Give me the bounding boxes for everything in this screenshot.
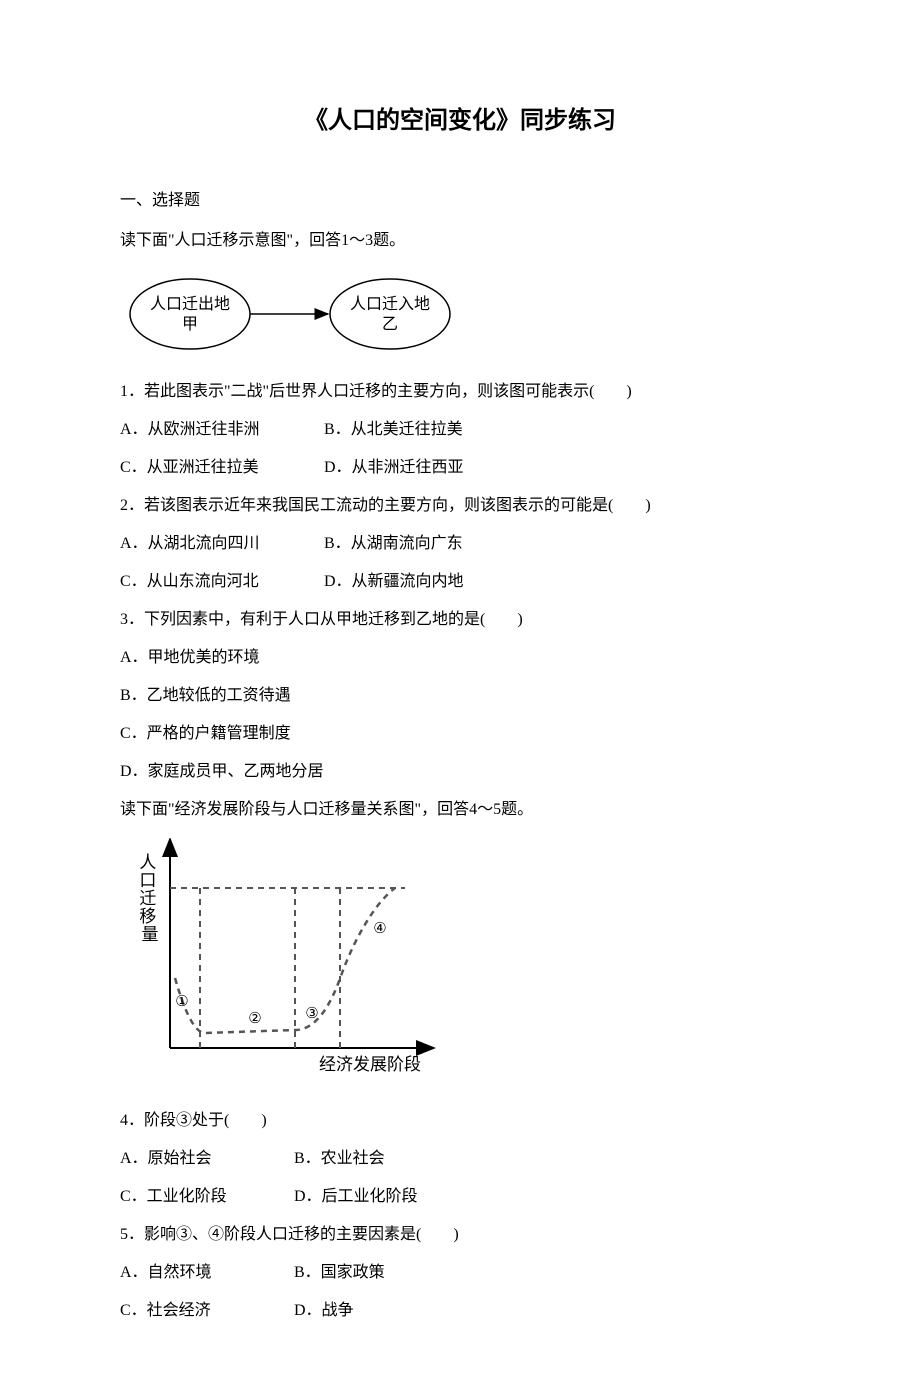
ellipse-left — [130, 279, 250, 349]
q1-option-c: C．从亚洲迁往拉美 — [120, 452, 320, 484]
q2-option-a: A．从湖北流向四川 — [120, 528, 320, 560]
q2-row1: A．从湖北流向四川 B．从湖南流向广东 — [120, 528, 800, 560]
q2-row2: C．从山东流向河北 D．从新疆流向内地 — [120, 566, 800, 598]
migration-diagram: 人口迁出地 甲 人口迁入地 乙 — [120, 269, 800, 364]
q1-row2: C．从亚洲迁往拉美 D．从非洲迁往西亚 — [120, 452, 800, 484]
q4-option-d: D．后工业化阶段 — [294, 1181, 494, 1213]
ellipse-right — [330, 279, 450, 349]
page-title: 《人口的空间变化》同步练习 — [120, 100, 800, 135]
q2-option-c: C．从山东流向河北 — [120, 566, 320, 598]
q1-option-b: B．从北美迁往拉美 — [324, 414, 524, 446]
q4-row1: A．原始社会 B．农业社会 — [120, 1143, 800, 1175]
q3-stem: 3．下列因素中，有利于人口从甲地迁移到乙地的是( ) — [120, 604, 800, 636]
x-axis-label: 经济发展阶段 — [319, 1055, 421, 1074]
q5-option-b: B．国家政策 — [294, 1257, 494, 1289]
ellipse-right-label2: 乙 — [382, 316, 398, 333]
document-page: 《人口的空间变化》同步练习 一、选择题 读下面"人口迁移示意图"，回答1～3题。… — [0, 0, 920, 1393]
q2-stem: 2．若该图表示近年来我国民工流动的主要方向，则该图表示的可能是( ) — [120, 490, 800, 522]
section-heading: 一、选择题 — [120, 185, 800, 217]
stage-label-1: ① — [175, 994, 188, 1010]
q4-row2: C．工业化阶段 D．后工业化阶段 — [120, 1181, 800, 1213]
q2-option-d: D．从新疆流向内地 — [324, 566, 524, 598]
q1-stem: 1．若此图表示"二战"后世界人口迁移的主要方向，则该图可能表示( ) — [120, 376, 800, 408]
q4-option-b: B．农业社会 — [294, 1143, 494, 1175]
migration-curve — [175, 888, 395, 1033]
q4-option-c: C．工业化阶段 — [120, 1181, 290, 1213]
q3-option-b: B．乙地较低的工资待遇 — [120, 680, 800, 712]
ellipse-left-label1: 人口迁出地 — [150, 295, 230, 313]
q3-option-a: A．甲地优美的环境 — [120, 642, 800, 674]
q1-option-d: D．从非洲迁往西亚 — [324, 452, 524, 484]
q4-option-a: A．原始社会 — [120, 1143, 290, 1175]
intro-text-1: 读下面"人口迁移示意图"，回答1～3题。 — [120, 225, 800, 257]
ellipse-right-label1: 人口迁入地 — [350, 295, 430, 313]
ellipse-left-label2: 甲 — [182, 316, 198, 333]
stage-label-3: ③ — [305, 1006, 318, 1022]
y-axis-label: 人 口 迁 移 量 — [139, 853, 160, 944]
intro-text-2: 读下面"经济发展阶段与人口迁移量关系图"，回答4～5题。 — [120, 794, 800, 826]
q5-row1: A．自然环境 B．国家政策 — [120, 1257, 800, 1289]
q5-row2: C．社会经济 D．战争 — [120, 1295, 800, 1327]
q4-stem: 4．阶段③处于( ) — [120, 1105, 800, 1137]
stage-label-2: ② — [248, 1011, 261, 1027]
q5-stem: 5．影响③、④阶段人口迁移的主要因素是( ) — [120, 1219, 800, 1251]
q3-option-d: D．家庭成员甲、乙两地分居 — [120, 756, 800, 788]
q5-option-a: A．自然环境 — [120, 1257, 290, 1289]
stage-label-4: ④ — [373, 921, 386, 937]
q2-option-b: B．从湖南流向广东 — [324, 528, 524, 560]
q1-option-a: A．从欧洲迁往非洲 — [120, 414, 320, 446]
q5-option-d: D．战争 — [294, 1295, 494, 1327]
q5-option-c: C．社会经济 — [120, 1295, 290, 1327]
q1-row1: A．从欧洲迁往非洲 B．从北美迁往拉美 — [120, 414, 800, 446]
economy-migration-chart: 人 口 迁 移 量 经济发展阶段 ① ② ③ ④ — [120, 838, 800, 1093]
q3-option-c: C．严格的户籍管理制度 — [120, 718, 800, 750]
